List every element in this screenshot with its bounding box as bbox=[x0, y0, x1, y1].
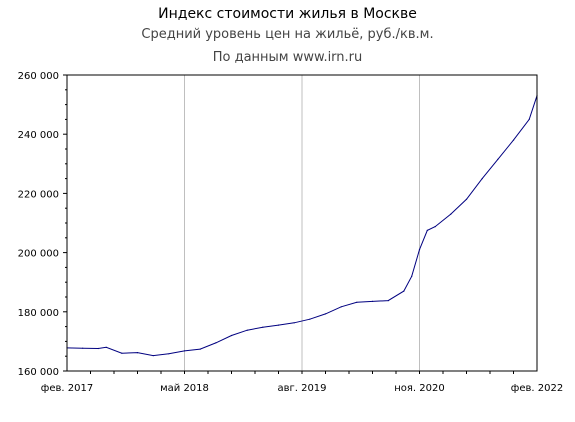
data-point bbox=[168, 353, 170, 355]
y-tick-label: 160 000 bbox=[18, 367, 59, 378]
data-point bbox=[230, 334, 233, 337]
tick-labels: фев. 2017 май 2018 авг. 2019 ноя. 2020 фев. … bbox=[18, 71, 564, 394]
x-tick-label: май 2018 bbox=[160, 383, 209, 394]
y-tick-label: 260 000 bbox=[18, 71, 59, 82]
plot-frame bbox=[66, 74, 538, 372]
data-point bbox=[262, 326, 264, 328]
data-point bbox=[246, 329, 248, 331]
data-point bbox=[465, 198, 468, 200]
data-point bbox=[136, 352, 139, 354]
data-point bbox=[121, 352, 123, 354]
data-point bbox=[371, 300, 374, 302]
data-point bbox=[403, 290, 405, 292]
x-tick-label: фев. 2017 bbox=[41, 383, 93, 394]
data-point bbox=[277, 324, 280, 326]
data-point bbox=[199, 348, 201, 350]
data-point bbox=[528, 118, 530, 120]
grid-lines bbox=[184, 75, 420, 371]
data-point bbox=[356, 301, 358, 303]
y-tick-label: 180 000 bbox=[18, 308, 59, 319]
data-point bbox=[450, 213, 452, 215]
chart-subtitle: Средний уровень цен на жильё, руб./кв.м. bbox=[141, 27, 434, 42]
data-point bbox=[434, 226, 436, 228]
data-point bbox=[293, 322, 295, 324]
chart-source: По данным www.irn.ru bbox=[212, 50, 363, 65]
y-tick-label: 200 000 bbox=[18, 249, 59, 260]
data-point bbox=[481, 178, 483, 180]
x-tick-label: фев. 2022 bbox=[511, 383, 563, 394]
y-tick-label: 220 000 bbox=[18, 189, 59, 200]
data-point bbox=[324, 313, 327, 315]
chart-title: Индекс стоимости жилья в Москве bbox=[158, 6, 417, 22]
data-point bbox=[497, 158, 499, 160]
data-point bbox=[418, 249, 421, 251]
x-tick-label: ноя. 2020 bbox=[394, 383, 444, 394]
y-tick-label: 240 000 bbox=[18, 130, 59, 141]
data-point bbox=[82, 347, 84, 349]
series-line bbox=[66, 95, 538, 357]
data-point bbox=[426, 229, 428, 231]
data-point bbox=[97, 347, 99, 350]
x-tick-label: авг. 2019 bbox=[277, 383, 326, 394]
data-point bbox=[387, 300, 389, 302]
data-point bbox=[152, 355, 154, 357]
data-point bbox=[512, 139, 515, 141]
axis-ticks bbox=[63, 74, 514, 374]
data-point bbox=[105, 346, 107, 348]
data-point bbox=[340, 306, 342, 308]
data-point bbox=[411, 275, 413, 277]
data-point bbox=[215, 342, 217, 344]
data-point bbox=[309, 318, 311, 320]
data-point bbox=[183, 350, 186, 352]
